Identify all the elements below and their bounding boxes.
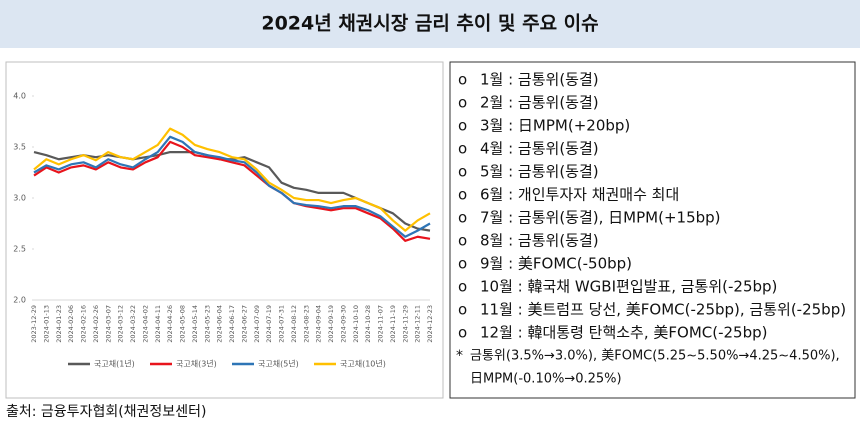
x-tick-label: 2024-03-07 <box>104 305 112 343</box>
note-text: 7월 : 금통위(동결), 日MPM(+15bp) <box>480 209 721 227</box>
x-tick-label: 2024-07-09 <box>253 305 261 343</box>
note-marker: o <box>458 94 467 112</box>
series-line <box>33 127 431 232</box>
x-tick-label: 2024-05-23 <box>203 305 211 343</box>
title-banner <box>0 0 860 48</box>
x-tick-label: 2024-08-12 <box>290 305 298 343</box>
x-tick-label: 2024-09-04 <box>315 305 323 343</box>
x-tick-label: 2024-09-30 <box>339 305 347 343</box>
x-tick-label: 2024-01-23 <box>55 305 63 343</box>
note-marker: o <box>458 209 467 227</box>
note-text: 4월 : 금통위(동결) <box>480 140 599 158</box>
note-marker: o <box>458 117 467 135</box>
note-text: 12월 : 韓대통령 탄핵소추, 美FOMC(-25bp) <box>480 324 767 342</box>
note-marker: o <box>458 186 467 204</box>
x-tick-label: 2024-06-17 <box>228 305 236 343</box>
legend-label: 국고채(10년) <box>340 359 386 369</box>
y-tick-label: 2.0 <box>13 296 26 305</box>
note-marker: o <box>458 255 467 273</box>
x-tick-label: 2024-07-31 <box>278 305 286 343</box>
page-title: 2024년 채권시장 금리 추이 및 주요 이슈 <box>261 13 598 35</box>
footnote-line: 日MPM(-0.10%→0.25%) <box>470 372 622 387</box>
x-tick-label: 2024-04-02 <box>141 305 149 343</box>
x-tick-label: 2024-04-11 <box>154 305 162 343</box>
footnote-line: 금통위(3.5%→3.0%), 美FOMC(5.25~5.50%→4.25~4.… <box>470 349 840 364</box>
legend-label: 국고채(3년) <box>176 359 217 369</box>
x-tick-label: 2024-06-04 <box>216 305 224 343</box>
x-tick-label: 2024-02-06 <box>67 305 75 343</box>
x-tick-label: 2024-11-07 <box>377 305 385 343</box>
x-tick-label: 2024-09-19 <box>327 305 335 343</box>
footnote-marker: * <box>456 348 463 364</box>
series-line <box>33 140 431 242</box>
note-marker: o <box>458 278 467 296</box>
note-text: 2월 : 금통위(동결) <box>480 94 599 112</box>
note-text: 11월 : 美트럼프 당선, 美FOMC(-25bp), 금통위(-25bp) <box>480 301 846 319</box>
x-tick-label: 2024-11-19 <box>389 305 397 343</box>
x-tick-label: 2024-07-19 <box>265 305 273 343</box>
notes-frame <box>449 61 856 399</box>
x-tick-label: 2024-08-23 <box>302 305 310 343</box>
y-tick-label: 3.5 <box>13 143 26 152</box>
note-text: 5월 : 금통위(동결) <box>480 163 599 181</box>
note-text: 1월 : 금통위(동결) <box>480 71 599 89</box>
note-text: 9월 : 美FOMC(-50bp) <box>480 255 632 273</box>
note-marker: o <box>458 301 467 319</box>
x-tick-label: 2024-04-26 <box>166 305 174 343</box>
note-text: 3월 : 日MPM(+20bp) <box>480 117 630 135</box>
note-marker: o <box>458 324 467 342</box>
note-marker: o <box>458 140 467 158</box>
x-tick-label: 2024-10-10 <box>352 305 360 343</box>
legend-label: 국고채(5년) <box>258 359 299 369</box>
note-text: 6월 : 개인투자자 채권매수 최대 <box>480 186 679 204</box>
x-tick-label: 2024-02-26 <box>92 305 100 343</box>
note-marker: o <box>458 163 467 181</box>
source: 출처: 금융투자협회(채권정보센터) <box>6 404 206 420</box>
x-tick-label: 2024-05-14 <box>191 305 199 343</box>
note-marker: o <box>458 232 467 250</box>
x-tick-label: 2024-12-11 <box>414 305 422 343</box>
note-text: 10월 : 韓국채 WGBI편입발표, 금통위(-25bp) <box>480 278 777 296</box>
x-tick-label: 2024-01-13 <box>42 305 50 343</box>
x-tick-label: 2024-03-12 <box>117 305 125 343</box>
x-tick-label: 2024-10-28 <box>364 305 372 343</box>
chart-frame <box>5 61 444 399</box>
x-tick-label: 2024-11-29 <box>401 305 409 343</box>
note-marker: o <box>458 71 467 89</box>
y-tick-label: 3.0 <box>13 194 26 203</box>
x-tick-label: 2024-12-23 <box>426 305 434 343</box>
x-tick-label: 2024-02-16 <box>80 305 88 343</box>
legend-label: 국고채(1년) <box>94 359 135 369</box>
y-tick-label: 4.0 <box>13 92 26 101</box>
x-tick-label: 2024-06-27 <box>240 305 248 343</box>
x-tick-label: 2024-05-08 <box>179 305 187 343</box>
series-line <box>33 135 431 238</box>
note-text: 8월 : 금통위(동결) <box>480 232 599 250</box>
y-tick-label: 2.5 <box>13 245 26 254</box>
x-tick-label: 2023-12-29 <box>30 305 38 343</box>
x-tick-label: 2024-03-22 <box>129 305 137 343</box>
